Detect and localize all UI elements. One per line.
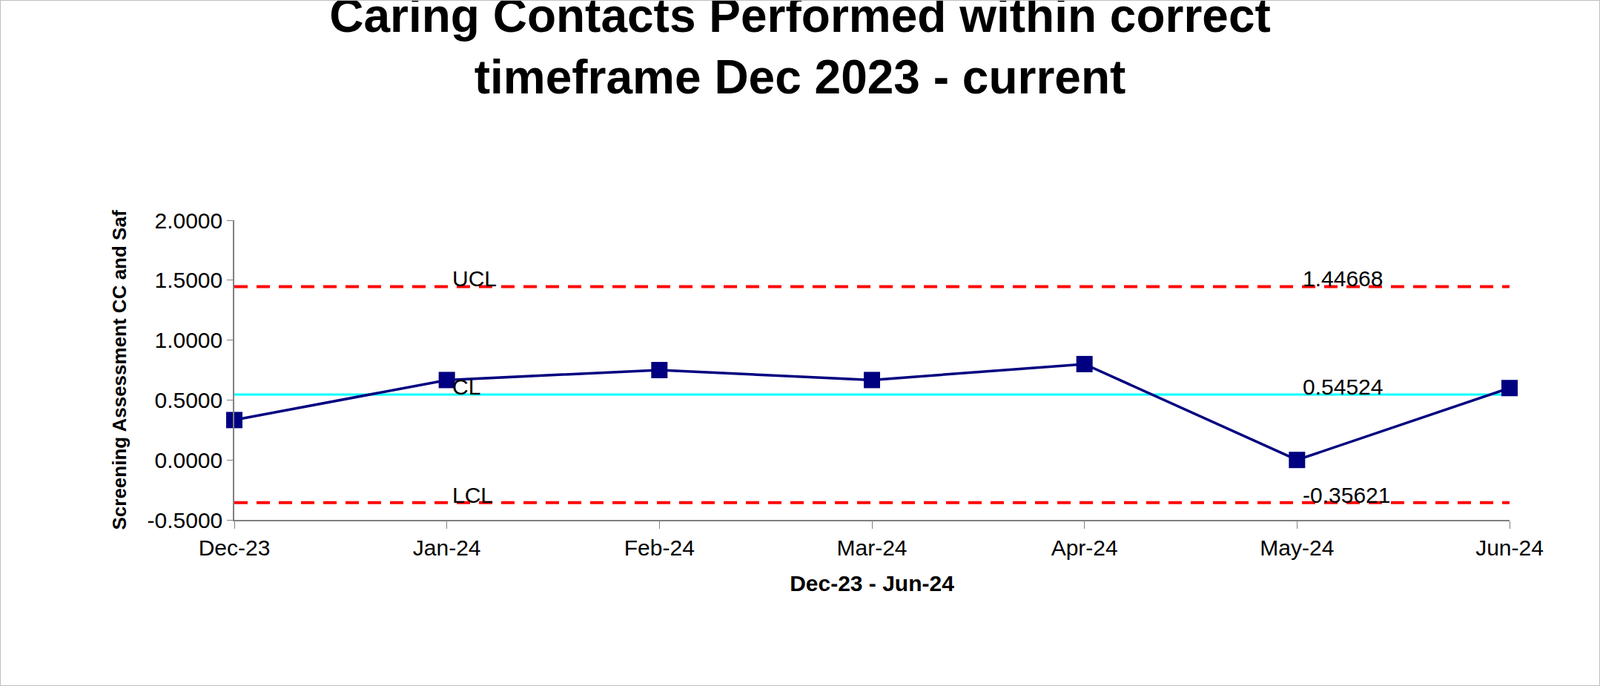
svg-text:-0.35621: -0.35621 xyxy=(1302,482,1391,508)
svg-text:0.54524: 0.54524 xyxy=(1302,374,1383,399)
svg-text:May-24: May-24 xyxy=(1259,535,1334,560)
svg-text:CL: CL xyxy=(452,374,481,399)
svg-text:Jun-24: Jun-24 xyxy=(1475,535,1544,560)
svg-text:0.5000: 0.5000 xyxy=(154,387,223,413)
svg-text:Jan-24: Jan-24 xyxy=(412,535,482,560)
svg-text:-0.5000: -0.5000 xyxy=(147,507,224,533)
svg-text:0.0000: 0.0000 xyxy=(154,447,223,473)
svg-text:1.0000: 1.0000 xyxy=(154,327,223,353)
svg-text:Apr-24: Apr-24 xyxy=(1051,535,1119,560)
svg-text:Caring Contacts Performed with: Caring Contacts Performed within correct… xyxy=(329,0,1271,104)
svg-text:UCL: UCL xyxy=(452,266,497,291)
svg-text:Screening Assessment CC and Sa: Screening Assessment CC and Saf xyxy=(108,209,131,530)
svg-text:Mar-24: Mar-24 xyxy=(836,535,907,560)
svg-text:1.44668: 1.44668 xyxy=(1302,266,1383,291)
svg-text:LCL: LCL xyxy=(452,482,494,508)
svg-text:Feb-24: Feb-24 xyxy=(624,535,695,560)
svg-text:Dec-23 - Jun-24: Dec-23 - Jun-24 xyxy=(789,570,955,596)
svg-text:1.5000: 1.5000 xyxy=(154,267,223,293)
svg-text:Dec-23: Dec-23 xyxy=(198,535,271,560)
svg-text:2.0000: 2.0000 xyxy=(154,208,223,233)
